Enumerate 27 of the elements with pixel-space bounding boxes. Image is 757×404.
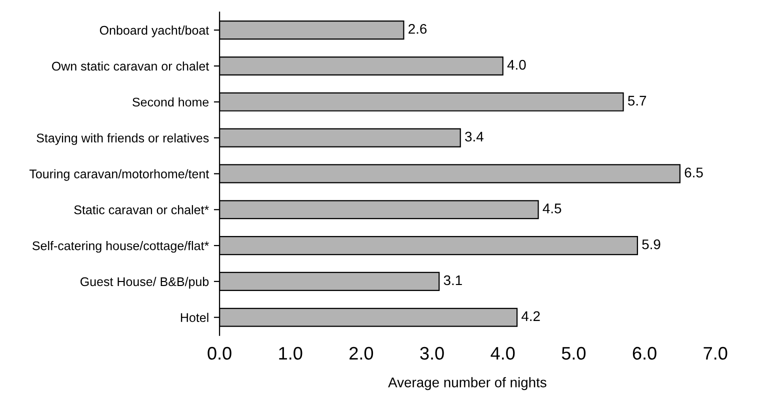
y-tick-label: Self-catering house/cottage/flat*	[32, 241, 209, 253]
x-tick-label: 6.0	[632, 346, 656, 360]
x-tick-label: 5.0	[562, 346, 586, 360]
x-axis-title: Average number of nights	[388, 377, 546, 390]
data-label: 3.4	[465, 132, 484, 142]
data-label: 5.9	[642, 239, 660, 250]
x-tick-label: 2.0	[350, 346, 374, 360]
x-tick-label: 4.0	[490, 346, 515, 360]
x-tick-label: 1.0	[279, 346, 302, 360]
y-tick-label: Own static caravan or chalet	[52, 61, 210, 71]
x-tick-label: 0.0	[208, 346, 232, 360]
x-tick-label: 7.0	[704, 346, 728, 360]
y-tick-label: Static caravan or chalet*	[74, 205, 209, 214]
y-tick-label: Second home	[132, 97, 209, 107]
data-label: 4.2	[522, 311, 540, 321]
y-tick-label: Guest House/ B&B/pub	[80, 276, 209, 289]
data-label: 4.0	[507, 60, 526, 70]
y-tick-label: Onboard yacht/boat	[100, 26, 210, 38]
data-label: 3.1	[444, 275, 462, 286]
y-tick-label: Hotel	[180, 312, 208, 322]
x-tick-label: 3.0	[420, 346, 444, 360]
y-tick-label: Touring caravan/motorhome/tent	[29, 169, 210, 181]
data-label: 4.5	[542, 204, 562, 214]
y-tick-label: Staying with friends or relatives	[36, 133, 209, 145]
data-label: 6.5	[684, 168, 703, 178]
data-label: 5.7	[628, 96, 646, 106]
data-label: 2.6	[408, 24, 427, 34]
